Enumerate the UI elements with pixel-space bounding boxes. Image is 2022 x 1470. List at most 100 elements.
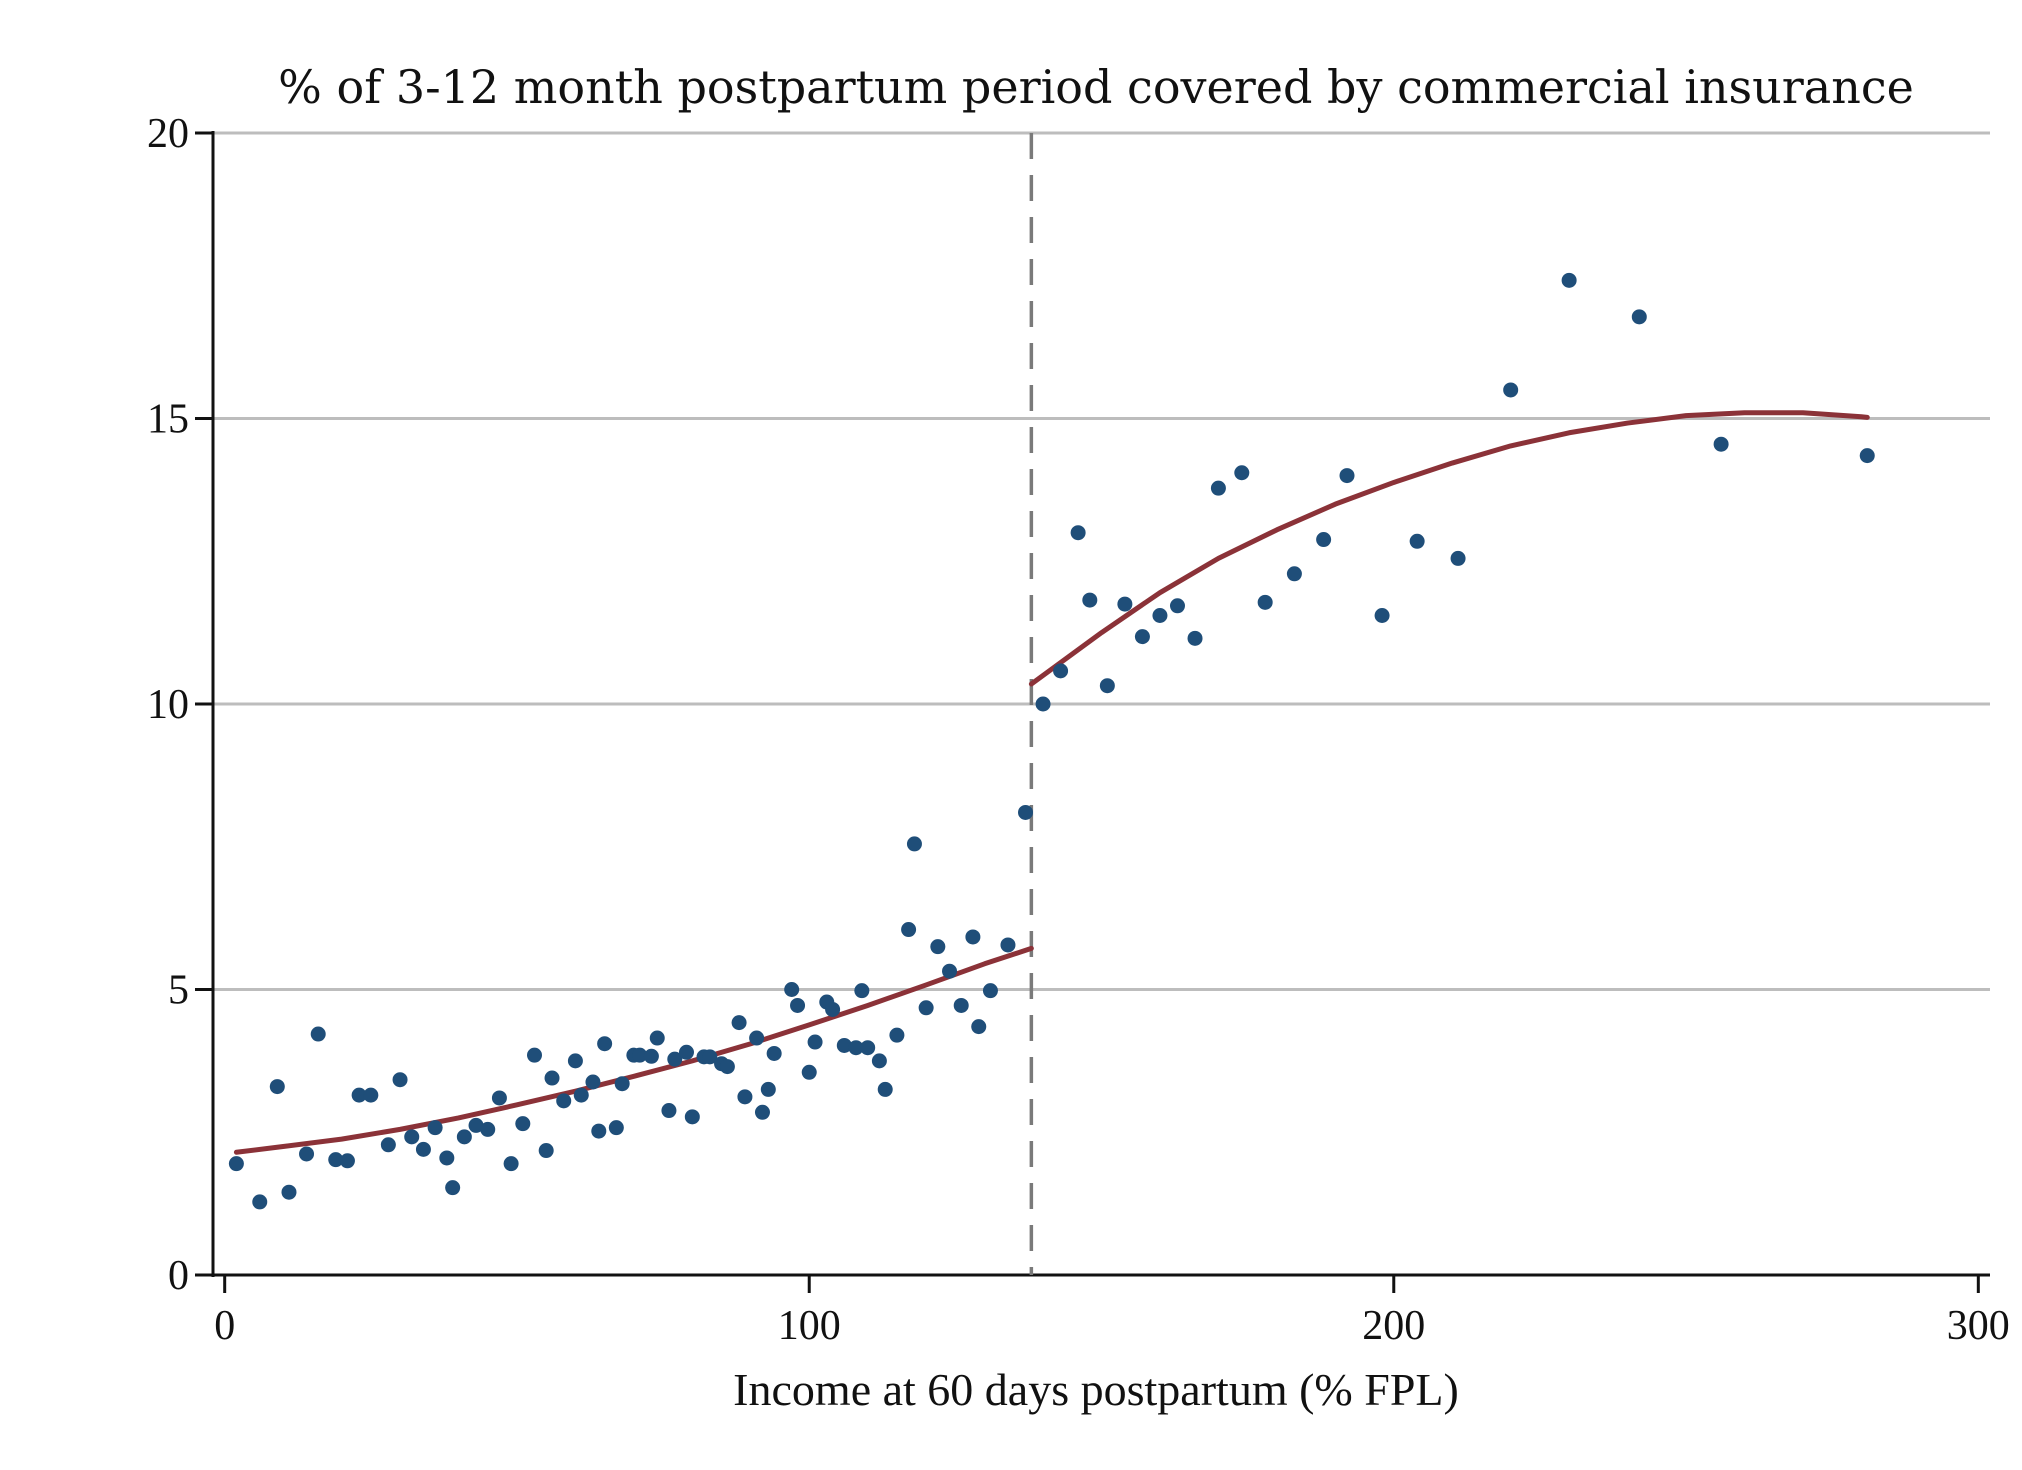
- data-point: [1503, 382, 1519, 398]
- data-point: [380, 1137, 396, 1153]
- data-point: [643, 1048, 659, 1064]
- data-point: [766, 1045, 782, 1061]
- data-point: [503, 1156, 519, 1172]
- data-point: [339, 1153, 355, 1169]
- data-point: [269, 1079, 285, 1095]
- data-point: [556, 1093, 572, 1109]
- data-point: [328, 1152, 344, 1168]
- y-tick-label-15: 15: [147, 397, 189, 443]
- data-point: [585, 1074, 601, 1090]
- x-tick-label-100: 100: [778, 1303, 841, 1349]
- data-point: [1234, 465, 1250, 481]
- data-point: [1018, 804, 1034, 820]
- data-point: [363, 1087, 379, 1103]
- data-point: [1187, 630, 1203, 646]
- data-point: [790, 997, 806, 1013]
- data-point: [299, 1146, 315, 1162]
- x-tick-label-200: 200: [1362, 1303, 1425, 1349]
- data-point: [1409, 533, 1425, 549]
- data-point: [445, 1180, 461, 1196]
- data-point: [1134, 629, 1150, 645]
- data-point: [825, 1001, 841, 1017]
- data-point: [468, 1117, 484, 1133]
- data-point: [1286, 566, 1302, 582]
- y-tick-label-20: 20: [147, 111, 189, 157]
- data-point: [953, 997, 969, 1013]
- data-point: [491, 1090, 507, 1106]
- data-point: [1082, 592, 1098, 608]
- data-point: [678, 1044, 694, 1060]
- data-point: [918, 1000, 934, 1016]
- data-point: [1339, 468, 1355, 484]
- data-point: [1070, 525, 1086, 541]
- axes: [195, 131, 1990, 1293]
- data-point: [649, 1030, 665, 1046]
- data-point: [538, 1143, 554, 1159]
- data-point: [965, 929, 981, 945]
- data-point: [567, 1053, 583, 1069]
- data-point: [719, 1059, 735, 1075]
- data-point: [573, 1087, 589, 1103]
- data-point: [854, 983, 870, 999]
- data-point: [1859, 448, 1875, 464]
- data-point: [877, 1081, 893, 1097]
- data-point: [404, 1129, 420, 1145]
- data-point: [807, 1034, 823, 1050]
- data-point: [415, 1141, 431, 1157]
- data-point: [252, 1194, 268, 1210]
- data-point: [515, 1116, 531, 1132]
- data-point: [608, 1120, 624, 1136]
- data-point: [749, 1030, 765, 1046]
- data-point: [632, 1047, 648, 1063]
- gridlines: [213, 131, 1990, 991]
- x-axis-title: Income at 60 days postpartum (% FPL): [733, 1364, 1459, 1415]
- data-point: [784, 982, 800, 997]
- data-point: [1631, 309, 1647, 325]
- y-tick-label-5: 5: [168, 968, 189, 1014]
- data-point: [1450, 550, 1466, 566]
- fit-line-above-cutoff: [1028, 410, 1870, 687]
- data-point: [737, 1089, 753, 1105]
- data-point: [310, 1026, 326, 1042]
- data-points: [228, 272, 1875, 1210]
- data-point: [1152, 608, 1168, 623]
- data-point: [614, 1076, 630, 1092]
- fit-lines: [233, 410, 1870, 1155]
- data-point: [1169, 598, 1185, 614]
- data-point: [754, 1104, 770, 1120]
- data-point: [1053, 663, 1069, 679]
- data-point: [1000, 937, 1016, 953]
- data-point: [982, 983, 998, 999]
- data-point: [1035, 696, 1051, 712]
- data-point: [456, 1129, 472, 1145]
- x-tick-label-300: 300: [1947, 1303, 2010, 1349]
- data-point: [848, 1040, 864, 1056]
- data-point: [901, 922, 917, 938]
- x-tick-label-0: 0: [214, 1303, 235, 1349]
- fit-line-below-cutoff: [233, 945, 1034, 1155]
- data-point: [731, 1015, 747, 1031]
- data-point: [1561, 272, 1577, 288]
- data-point: [942, 963, 958, 979]
- data-point: [889, 1027, 905, 1043]
- data-point: [1099, 678, 1115, 694]
- data-point: [480, 1121, 496, 1137]
- data-point: [281, 1184, 297, 1200]
- data-point: [906, 836, 922, 852]
- data-point: [1374, 608, 1390, 623]
- y-tick-label-10: 10: [147, 682, 189, 728]
- data-point: [1257, 594, 1273, 610]
- y-tick-label-0: 0: [168, 1253, 189, 1299]
- data-point: [427, 1120, 443, 1136]
- data-point: [597, 1036, 613, 1052]
- data-point: [1316, 532, 1332, 548]
- chart-title: % of 3-12 month postpartum period covere…: [278, 60, 1914, 114]
- data-point: [392, 1072, 408, 1088]
- data-point: [1210, 480, 1226, 496]
- data-point: [801, 1064, 817, 1080]
- data-point: [591, 1123, 607, 1139]
- data-point: [661, 1103, 677, 1119]
- data-point: [971, 1019, 987, 1035]
